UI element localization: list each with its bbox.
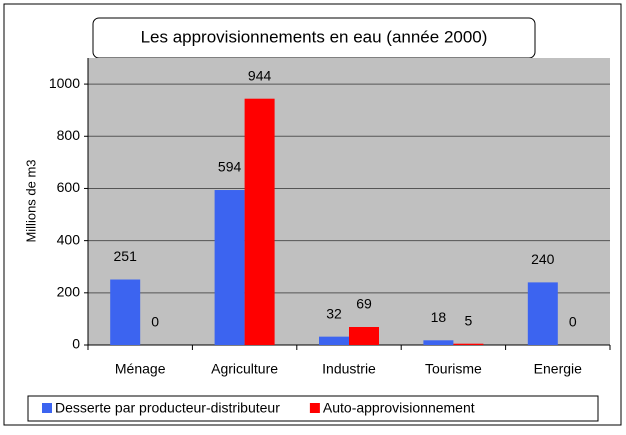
- x-tick-label: Energie: [534, 361, 582, 377]
- y-tick-label: 600: [57, 179, 81, 195]
- y-tick-label: 200: [57, 284, 81, 300]
- legend-swatch: [309, 403, 320, 413]
- bar: [244, 98, 275, 346]
- x-tick-label: Ménage: [115, 361, 166, 377]
- value-label: 5: [465, 312, 473, 328]
- value-label: 18: [431, 309, 447, 325]
- x-tick-label: Industrie: [322, 361, 376, 377]
- legend-label: Auto-approvisionnement: [323, 400, 475, 416]
- chart-title: Les approvisionnements en eau (année 200…: [141, 27, 488, 46]
- bar: [527, 282, 558, 345]
- value-label: 594: [218, 159, 242, 175]
- bar: [110, 279, 141, 345]
- y-tick-label: 1000: [49, 75, 80, 91]
- y-axis-label: Millions de m3: [23, 159, 38, 242]
- value-label: 0: [569, 314, 577, 330]
- bar: [349, 326, 379, 345]
- bar: [214, 190, 245, 345]
- bar: [423, 340, 454, 345]
- value-label: 944: [248, 67, 272, 83]
- bar: [453, 343, 484, 345]
- x-tick-label: Tourisme: [425, 361, 482, 377]
- y-tick-label: 800: [57, 127, 81, 143]
- legend-swatch: [42, 403, 52, 413]
- y-tick-label: 400: [57, 231, 81, 247]
- plot-area: [88, 58, 610, 345]
- legend-label: Desserte par producteur-distributeur: [55, 400, 280, 416]
- x-tick-label: Agriculture: [211, 361, 278, 377]
- value-label: 251: [114, 248, 138, 264]
- value-label: 0: [151, 314, 159, 330]
- value-label: 32: [326, 305, 342, 321]
- value-label: 240: [531, 251, 555, 267]
- y-tick-label: 0: [72, 336, 80, 352]
- bar: [319, 336, 349, 345]
- value-label: 69: [356, 296, 372, 312]
